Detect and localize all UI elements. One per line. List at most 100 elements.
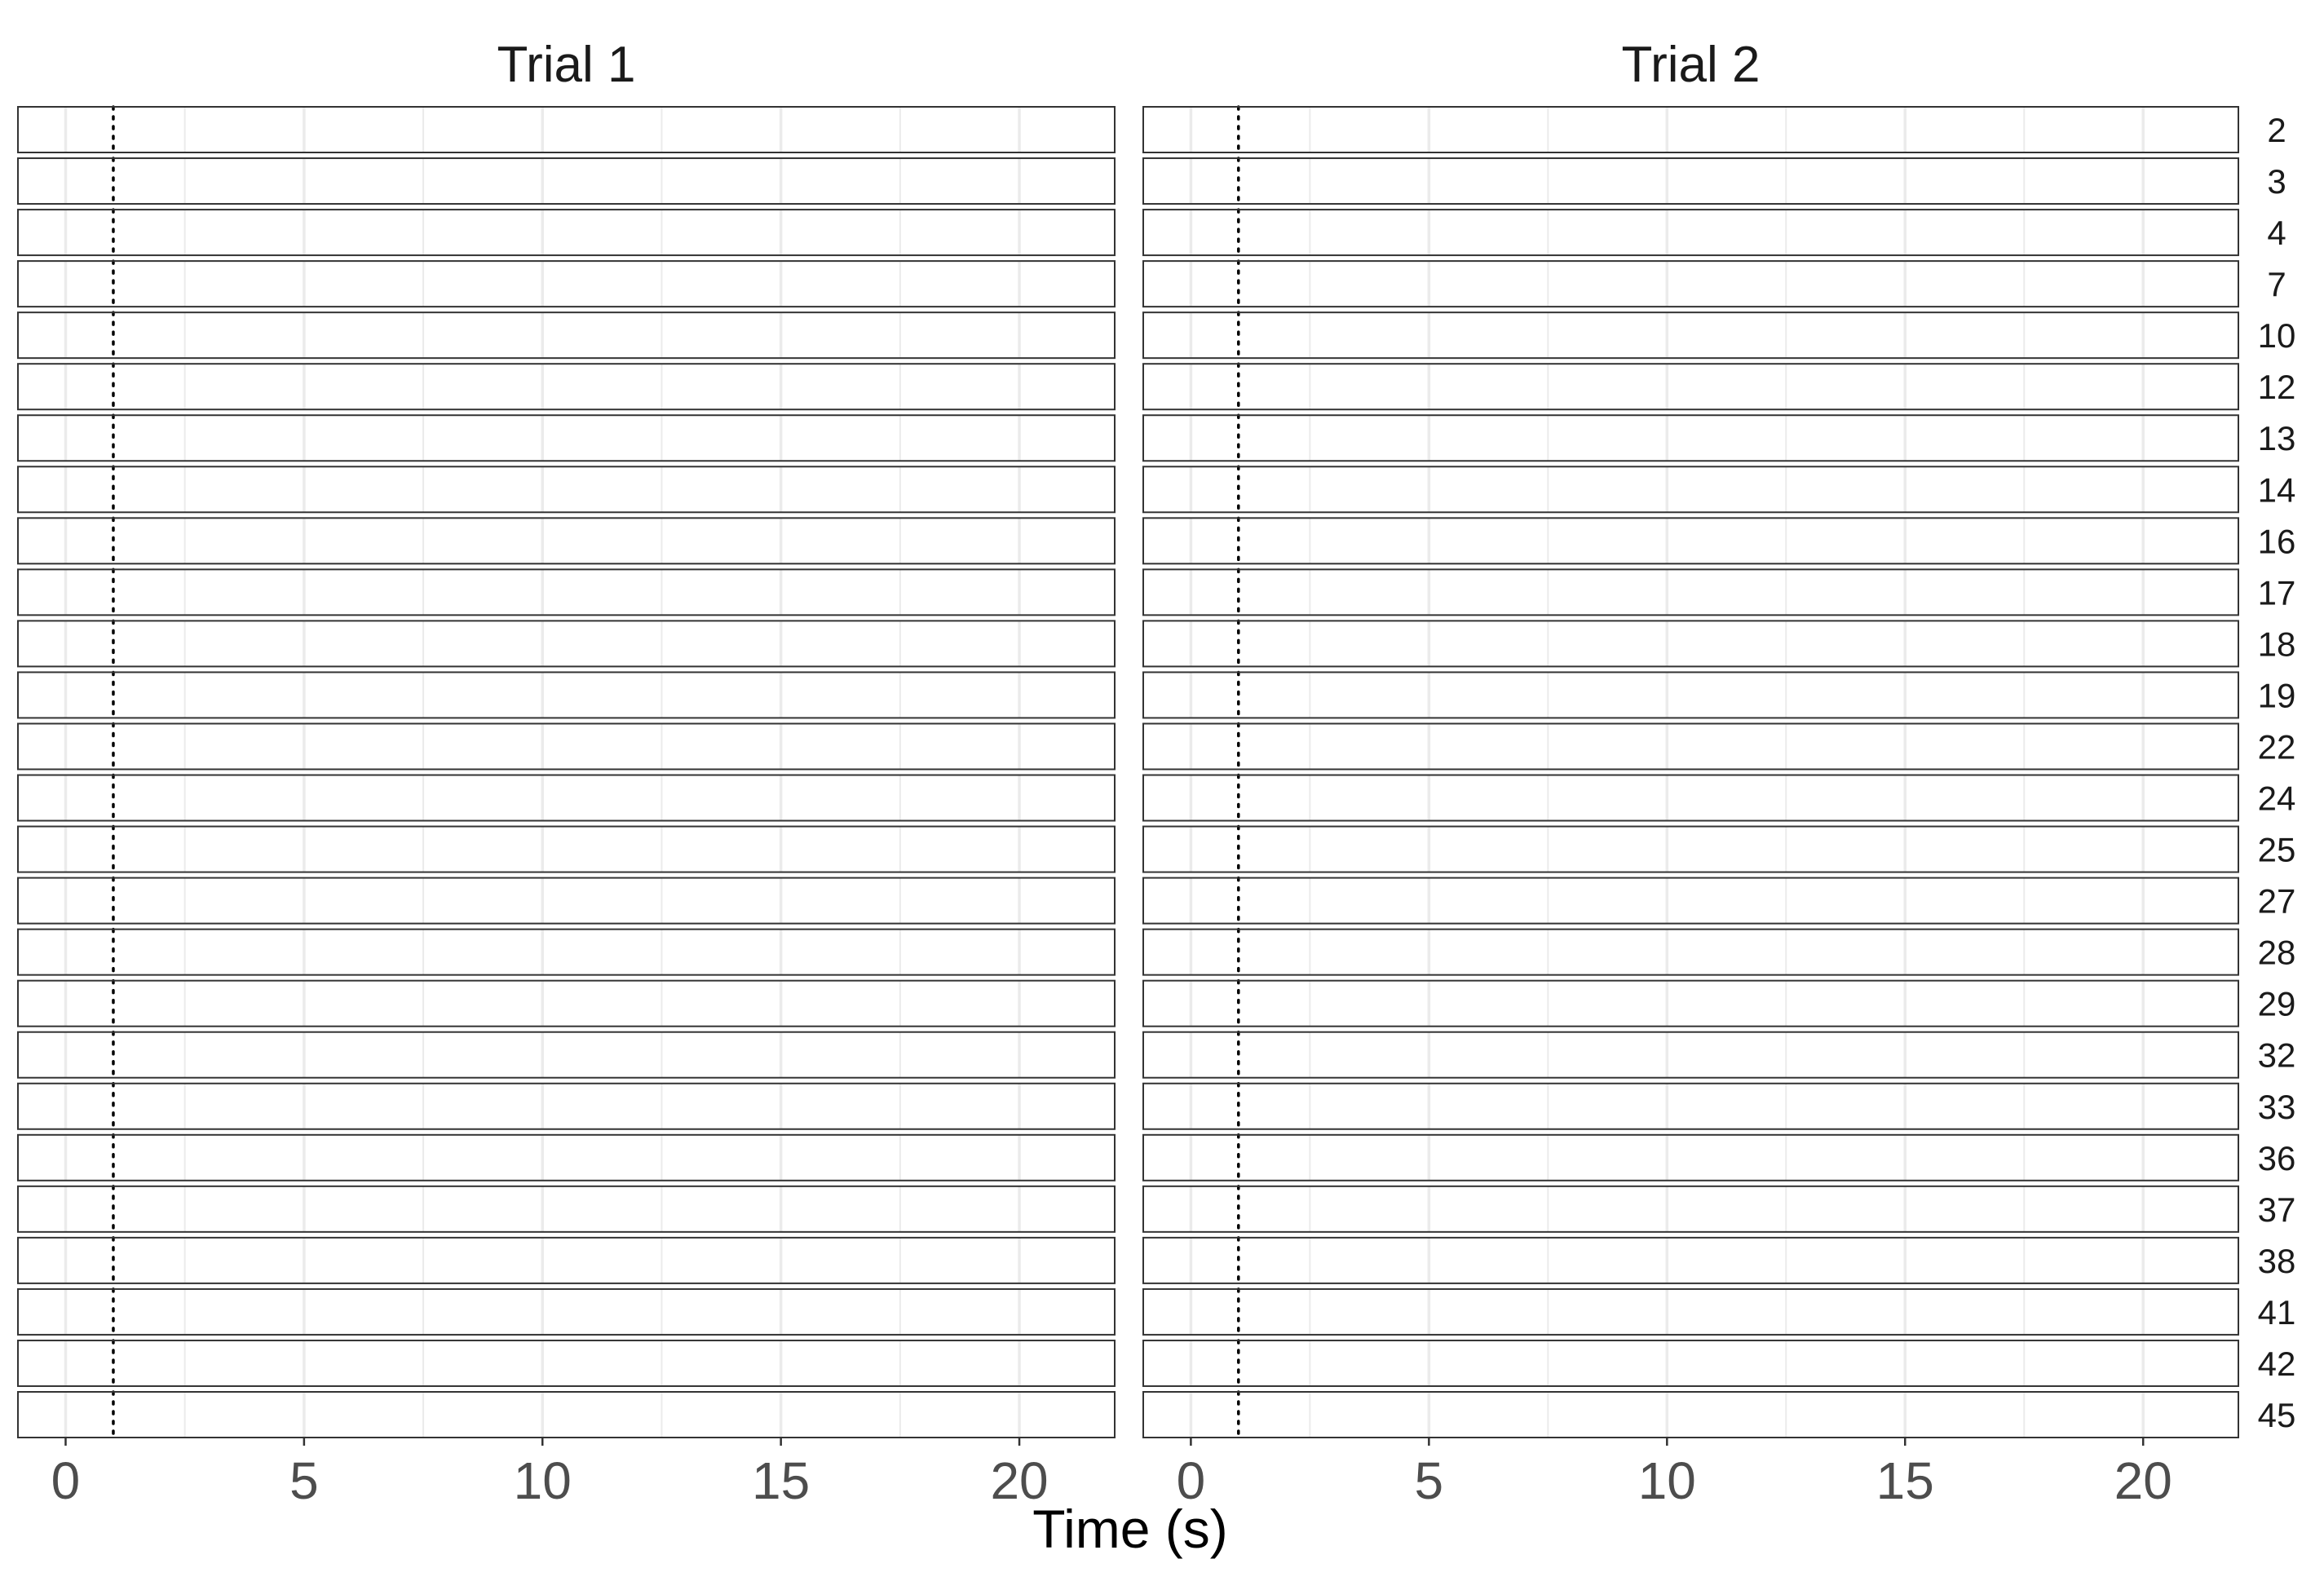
- panel-background: [1143, 312, 2238, 359]
- x-tick-label-trial-2-5: 5: [1415, 1451, 1444, 1510]
- panel-trial-1-row-17: [17, 568, 1116, 617]
- panel-border: [1142, 209, 2239, 257]
- panel-background: [18, 312, 1115, 359]
- panel-trial-2-row-19: [1142, 670, 2239, 720]
- x-tick-label-trial-1-10: 10: [514, 1451, 572, 1510]
- panel-background: [1143, 1186, 2238, 1232]
- panel-trial-1-row-33: [17, 1082, 1116, 1131]
- panel-background: [18, 415, 1115, 462]
- panel-border: [17, 671, 1116, 719]
- panel-trial-1-row-2: [17, 105, 1116, 154]
- panel-trial-1-row-22: [17, 722, 1116, 771]
- x-tick-label-trial-1-5: 5: [289, 1451, 319, 1510]
- panel-border: [1142, 311, 2239, 360]
- panel-border: [17, 1185, 1116, 1233]
- panel-border: [1142, 568, 2239, 616]
- panel-trial-2-row-38: [1142, 1236, 2239, 1285]
- panel-background: [1143, 929, 2238, 975]
- panel-border: [17, 1031, 1116, 1079]
- panel-border: [1142, 1031, 2239, 1079]
- panel-trial-2-row-25: [1142, 824, 2239, 874]
- row-label-41: 41: [2258, 1293, 2296, 1332]
- row-label-14: 14: [2258, 470, 2296, 509]
- panel-trial-1-row-28: [17, 927, 1116, 977]
- column-title-trial-2: Trial 2: [1622, 37, 1761, 93]
- panel-trial-2-row-42: [1142, 1339, 2239, 1388]
- panel-background: [18, 775, 1115, 821]
- panel-background: [1143, 1392, 2238, 1438]
- panel-background: [18, 1134, 1115, 1181]
- panel-border: [17, 209, 1116, 257]
- panel-border: [1142, 1236, 2239, 1284]
- panel-background: [1143, 1134, 2238, 1181]
- panel-border: [17, 1236, 1116, 1284]
- panel-trial-1-row-32: [17, 1030, 1116, 1080]
- panel-background: [1143, 723, 2238, 770]
- row-label-32: 32: [2258, 1036, 2296, 1075]
- x-tick-label-trial-2-10: 10: [1638, 1451, 1696, 1510]
- panel-trial-1-row-18: [17, 619, 1116, 669]
- panel-background: [18, 826, 1115, 872]
- panel-background: [1143, 980, 2238, 1027]
- panel-background: [18, 929, 1115, 975]
- panel-border: [1142, 825, 2239, 873]
- panel-trial-1-row-29: [17, 978, 1116, 1028]
- panel-background: [1143, 158, 2238, 205]
- panel-trial-1-row-4: [17, 208, 1116, 257]
- panel-border: [17, 106, 1116, 153]
- panel-background: [18, 466, 1115, 513]
- panel-trial-1-row-36: [17, 1133, 1116, 1182]
- row-label-13: 13: [2258, 419, 2296, 457]
- panel-border: [1142, 106, 2239, 153]
- panel-border: [1142, 157, 2239, 205]
- row-label-42: 42: [2258, 1345, 2296, 1383]
- panel-border: [17, 1287, 1116, 1336]
- panel-trial-2-row-3: [1142, 157, 2239, 205]
- panel-border: [1142, 722, 2239, 771]
- panel-background: [1143, 518, 2238, 564]
- row-label-29: 29: [2258, 985, 2296, 1023]
- panel-border: [17, 414, 1116, 462]
- panel-border: [17, 363, 1116, 411]
- panel-background: [1143, 569, 2238, 616]
- panel-border: [17, 260, 1116, 308]
- panel-trial-2-row-45: [1142, 1390, 2239, 1439]
- panel-background: [1143, 826, 2238, 872]
- panel-background: [18, 877, 1115, 924]
- row-label-36: 36: [2258, 1139, 2296, 1177]
- panel-border: [17, 1391, 1116, 1438]
- panel-background: [18, 1083, 1115, 1129]
- panel-trial-1-row-27: [17, 876, 1116, 925]
- panel-border: [17, 774, 1116, 822]
- panel-border: [1142, 1287, 2239, 1336]
- panel-trial-2-row-12: [1142, 362, 2239, 411]
- panel-trial-2-row-16: [1142, 516, 2239, 566]
- row-label-16: 16: [2258, 522, 2296, 560]
- panel-background: [1143, 1340, 2238, 1386]
- row-label-3: 3: [2267, 162, 2286, 201]
- panel-trial-2-row-37: [1142, 1185, 2239, 1234]
- x-tick-label-trial-1-15: 15: [752, 1451, 810, 1510]
- panel-background: [18, 261, 1115, 307]
- panel-border: [17, 157, 1116, 205]
- panel-trial-1-row-13: [17, 413, 1116, 462]
- panel-trial-2-row-18: [1142, 619, 2239, 669]
- panel-background: [18, 1340, 1115, 1386]
- panel-background: [1143, 415, 2238, 462]
- panel-border: [17, 568, 1116, 616]
- panel-trial-2-row-27: [1142, 876, 2239, 925]
- panel-trial-2-row-28: [1142, 927, 2239, 977]
- panel-trial-1-row-19: [17, 670, 1116, 720]
- row-label-19: 19: [2258, 676, 2296, 714]
- panel-background: [1143, 621, 2238, 667]
- panel-trial-2-row-13: [1142, 413, 2239, 462]
- panel-background: [18, 1186, 1115, 1232]
- row-label-2: 2: [2267, 111, 2286, 149]
- row-label-17: 17: [2258, 573, 2296, 612]
- panel-border: [17, 979, 1116, 1027]
- panel-background: [1143, 364, 2238, 410]
- panel-border: [17, 825, 1116, 873]
- panel-border: [1142, 1082, 2239, 1130]
- panel-background: [1143, 1237, 2238, 1283]
